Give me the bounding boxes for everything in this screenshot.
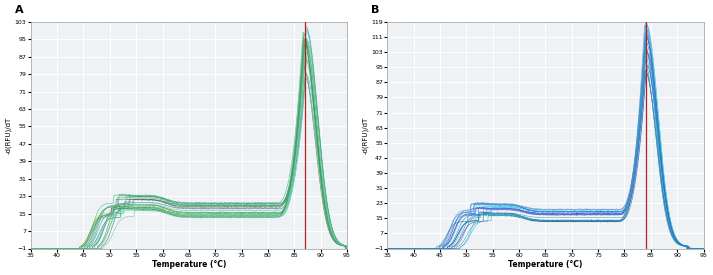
Text: A: A xyxy=(15,5,24,15)
X-axis label: Temperature (°C): Temperature (°C) xyxy=(152,260,226,270)
X-axis label: Temperature (°C): Temperature (°C) xyxy=(508,260,583,270)
Y-axis label: -d(RFU)/dT: -d(RFU)/dT xyxy=(6,117,12,154)
Y-axis label: -d(RFU)/dT: -d(RFU)/dT xyxy=(362,117,369,154)
Text: B: B xyxy=(371,5,380,15)
